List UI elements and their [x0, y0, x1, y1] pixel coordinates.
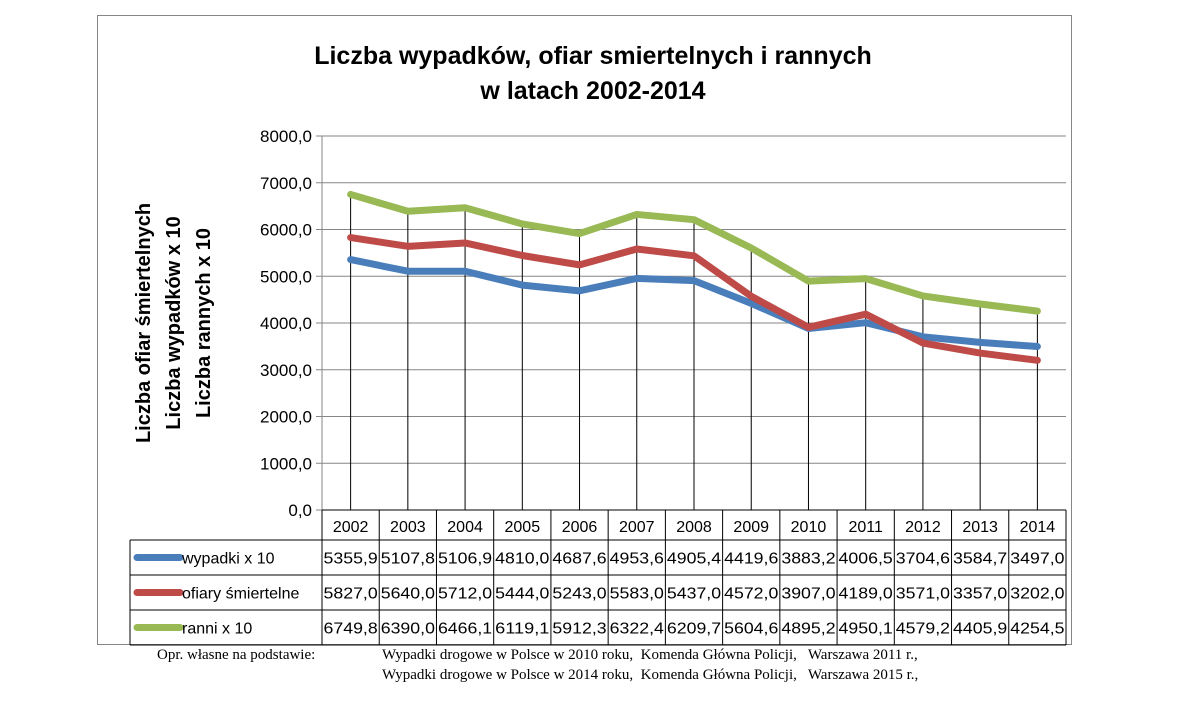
legend-label: ofiary śmiertelne [182, 586, 299, 603]
data-table-cell: 3907,0 [781, 586, 836, 603]
data-table-cell: 4905,4 [667, 551, 722, 568]
x-tick-label: 2007 [619, 519, 655, 536]
x-tick-label: 2013 [962, 519, 998, 536]
data-table-cell: 4810,0 [495, 551, 550, 568]
legend-label: ranni x 10 [182, 621, 252, 638]
data-table-cell: 3571,0 [896, 586, 951, 603]
x-tick-label: 2006 [562, 519, 598, 536]
x-tick-label: 2014 [1020, 519, 1056, 536]
data-table-cell: 5107,8 [381, 551, 435, 568]
data-table-cell: 3704,6 [896, 551, 950, 568]
data-table-cell: 4950,1 [839, 621, 893, 638]
x-tick-label: 2011 [848, 519, 883, 536]
y-axis-title-line: Liczba rannych x 10 [193, 228, 215, 418]
y-tick-label: 6000,0 [260, 221, 312, 240]
data-table-cell: 5106,9 [438, 551, 492, 568]
data-table-cell: 6749,8 [324, 621, 378, 638]
data-table-cell: 3497,0 [1010, 551, 1065, 568]
footer-prefix: Opr. własne na podstawie: [157, 647, 316, 663]
data-table-cell: 5604,6 [724, 621, 778, 638]
data-table-cell: 4189,0 [839, 586, 894, 603]
x-tick-label: 2003 [390, 519, 426, 536]
y-tick-label: 2000,0 [260, 408, 312, 427]
legend-label: wypadki x 10 [181, 551, 275, 568]
x-tick-label: 2002 [333, 519, 369, 536]
chart-title-line: Liczba wypadków, ofiar smiertelnych i ra… [314, 42, 872, 70]
y-tick-label: 1000,0 [260, 454, 312, 473]
data-table-cell: 3202,0 [1010, 586, 1065, 603]
data-table-cell: 5355,9 [324, 551, 378, 568]
x-tick-label: 2010 [791, 519, 827, 536]
chart-title-line: w latach 2002-2014 [479, 77, 705, 105]
data-table-cell: 4419,6 [724, 551, 778, 568]
data-table-cell: 3883,2 [781, 551, 835, 568]
y-tick-label: 4000,0 [260, 314, 312, 333]
y-axis-title-line: Liczba ofiar śmiertelnych [133, 203, 155, 443]
y-tick-label: 5000,0 [260, 267, 312, 286]
data-table-cell: 4579,2 [896, 621, 950, 638]
data-table-cell: 5640,0 [381, 586, 436, 603]
data-table-cell: 5712,0 [438, 586, 493, 603]
x-tick-label: 2008 [676, 519, 712, 536]
data-table-cell: 5444,0 [495, 586, 550, 603]
data-table-cell: 4405,9 [953, 621, 1007, 638]
data-table-cell: 5437,0 [667, 586, 722, 603]
data-table-cell: 3357,0 [953, 586, 1008, 603]
y-tick-label: 8000,0 [260, 127, 312, 146]
x-tick-label: 2004 [447, 519, 483, 536]
data-table-cell: 5912,3 [552, 621, 606, 638]
data-table-cell: 3584,7 [953, 551, 1007, 568]
y-tick-label: 7000,0 [260, 174, 312, 193]
footer-source-1: Wypadki drogowe w Polsce w 2010 roku, Ko… [382, 647, 918, 663]
data-table-cell: 4687,6 [552, 551, 606, 568]
data-table-cell: 4895,2 [781, 621, 835, 638]
data-table-cell: 4953,6 [610, 551, 664, 568]
y-tick-label: 3000,0 [260, 361, 312, 380]
x-tick-label: 2009 [733, 519, 769, 536]
data-table-cell: 6466,1 [438, 621, 492, 638]
data-table-cell: 4572,0 [724, 586, 779, 603]
y-axis-title-line: Liczba wypadków x 10 [163, 216, 185, 429]
data-table-cell: 6322,4 [610, 621, 665, 638]
y-tick-label: 0,0 [288, 501, 312, 520]
footer-source-2: Wypadki drogowe w Polsce w 2014 roku, Ko… [382, 667, 919, 683]
data-table-cell: 5583,0 [610, 586, 665, 603]
data-table-cell: 5243,0 [552, 586, 607, 603]
x-tick-label: 2012 [905, 519, 941, 536]
data-table-cell: 6119,1 [495, 621, 549, 638]
data-table-cell: 4254,5 [1010, 621, 1064, 638]
data-table-cell: 5827,0 [324, 586, 379, 603]
data-table-cell: 6209,7 [667, 621, 721, 638]
data-table-cell: 4006,5 [839, 551, 893, 568]
data-table-cell: 6390,0 [381, 621, 436, 638]
x-tick-label: 2005 [505, 519, 541, 536]
